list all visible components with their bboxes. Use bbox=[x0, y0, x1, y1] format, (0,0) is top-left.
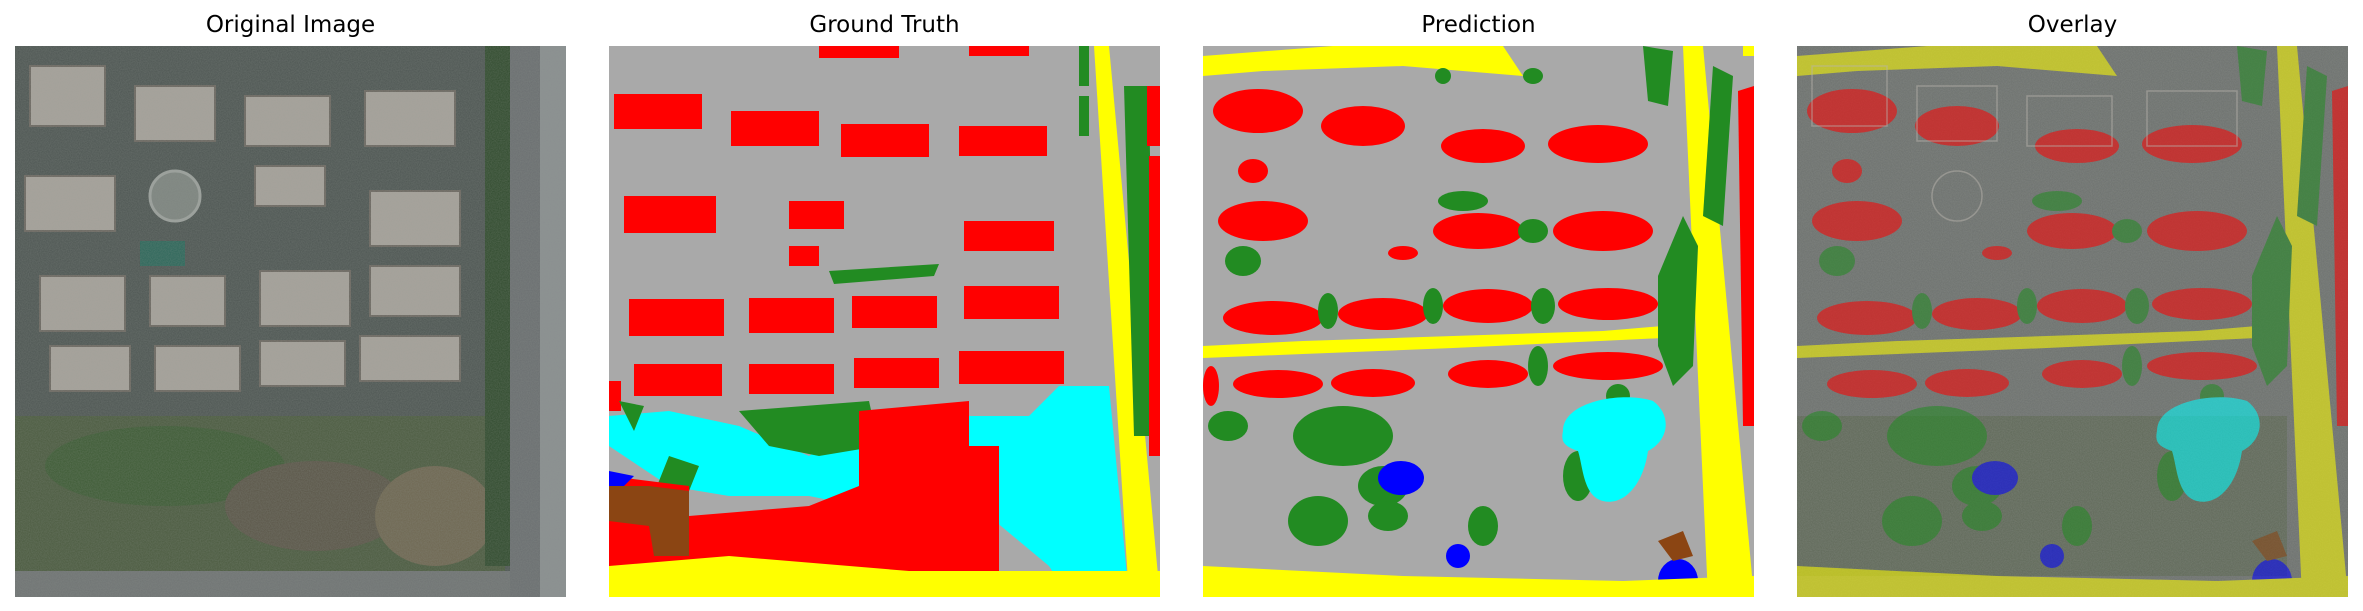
panel-ground-truth: Ground Truth bbox=[609, 0, 1160, 611]
panel-original-image: Original Image bbox=[15, 0, 566, 611]
panel-prediction: Prediction bbox=[1203, 0, 1754, 611]
aerial-photo bbox=[15, 46, 566, 597]
ground-truth-mask bbox=[609, 46, 1160, 597]
panel-title: Ground Truth bbox=[809, 12, 960, 38]
overlay-composite bbox=[1797, 46, 2348, 597]
ground-truth-segmentation bbox=[609, 46, 1160, 597]
panel-overlay: Overlay bbox=[1797, 0, 2348, 611]
overlay-image bbox=[1797, 46, 2348, 597]
panel-title: Overlay bbox=[2027, 12, 2118, 38]
original-image bbox=[15, 46, 566, 597]
panel-title: Original Image bbox=[205, 12, 376, 38]
prediction-segmentation bbox=[1203, 46, 1754, 597]
panel-title: Prediction bbox=[1421, 12, 1536, 38]
prediction-mask bbox=[1203, 46, 1754, 597]
